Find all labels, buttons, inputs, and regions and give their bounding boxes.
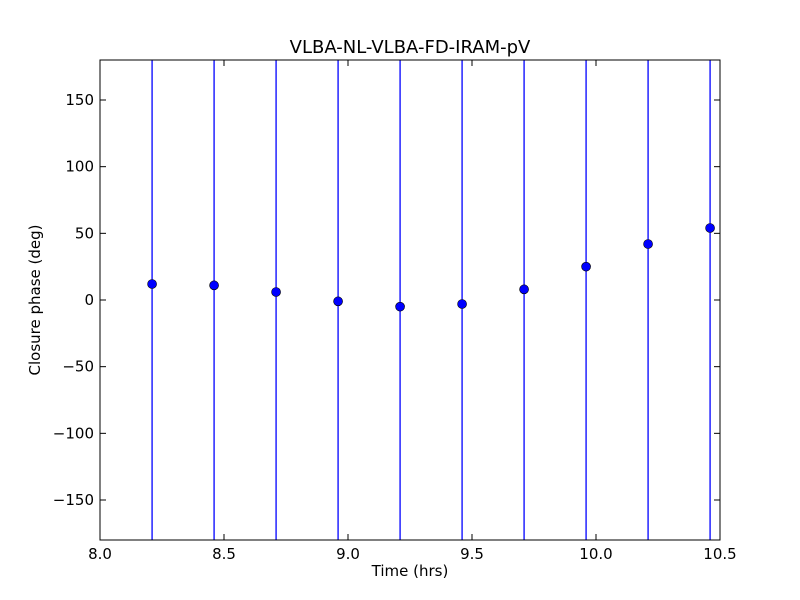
y-axis-label: Closure phase (deg) bbox=[26, 225, 44, 376]
data-point bbox=[643, 239, 653, 249]
y-tick-label: 50 bbox=[75, 224, 94, 242]
x-tick-label: 10.0 bbox=[579, 545, 612, 563]
data-point bbox=[457, 299, 467, 309]
x-tick-label: 9.0 bbox=[336, 545, 360, 563]
x-tick-label: 8.5 bbox=[212, 545, 236, 563]
data-point bbox=[395, 301, 405, 312]
y-tick-label: 100 bbox=[65, 158, 94, 176]
x-tick-label: 9.5 bbox=[460, 545, 484, 563]
data-point bbox=[209, 280, 219, 291]
data-point bbox=[147, 279, 157, 289]
data-point bbox=[333, 296, 343, 307]
y-tick-label: −100 bbox=[53, 424, 94, 442]
data-point bbox=[271, 287, 281, 297]
y-tick-label: −150 bbox=[53, 491, 94, 509]
data-point bbox=[519, 284, 529, 295]
y-tick-label: −50 bbox=[62, 358, 94, 376]
x-tick-label: 8.0 bbox=[88, 545, 112, 563]
data-point bbox=[705, 223, 715, 233]
data-point bbox=[581, 261, 591, 272]
y-tick-label: 0 bbox=[84, 291, 94, 309]
x-axis-label: Time (hrs) bbox=[371, 562, 449, 580]
chart-title: VLBA-NL-VLBA-FD-IRAM-pV bbox=[290, 37, 531, 58]
plot-frame bbox=[99, 59, 721, 541]
y-tick-label: 150 bbox=[65, 91, 94, 109]
x-tick-label: 10.5 bbox=[703, 545, 736, 563]
